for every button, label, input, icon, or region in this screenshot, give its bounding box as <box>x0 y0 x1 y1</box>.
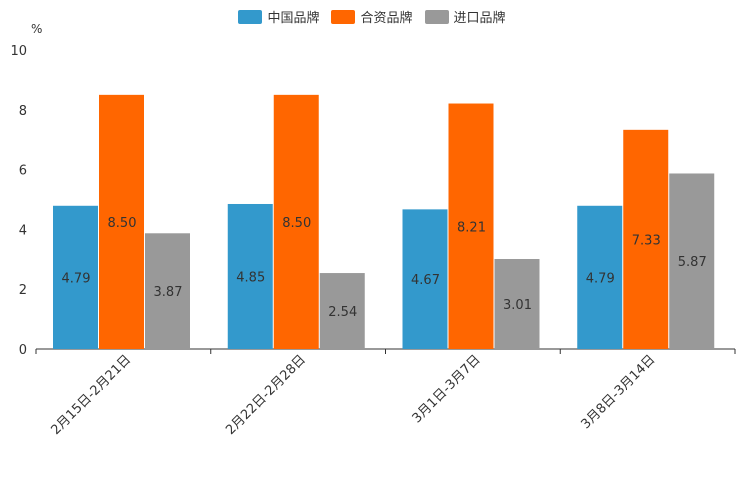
y-tick-label-3: 6 <box>19 164 27 179</box>
data-label-1-0: 8.50 <box>108 216 137 231</box>
legend-swatch-jv <box>331 9 356 24</box>
legend-item-jv[interactable]: 合资品牌 <box>331 7 413 26</box>
y-tick-label-1: 2 <box>19 283 27 298</box>
bar-0-0 <box>53 205 98 349</box>
data-label-2-0: 3.87 <box>154 285 183 300</box>
x-tick-labels: 2月15日-2月21日 2月22日-2月28日 3月1日-3月7日 3月8日-3月14… <box>48 352 658 438</box>
y-tick-label-0: 0 <box>19 343 27 358</box>
legend: 中国品牌 合资品牌 进口品牌 <box>0 7 744 26</box>
data-label-2-1: 2.54 <box>328 305 357 320</box>
legend-item-import[interactable]: 进口品牌 <box>424 7 506 26</box>
data-label-2-2: 3.01 <box>503 298 532 313</box>
legend-label-china: 中国品牌 <box>267 11 320 26</box>
y-unit-label: % <box>31 22 42 36</box>
bar-1-0 <box>99 94 144 349</box>
bar-2-2 <box>494 259 540 349</box>
legend-label-jv: 合资品牌 <box>360 11 413 26</box>
bar-0-2 <box>402 209 448 349</box>
bar-1-3 <box>623 129 669 349</box>
bar-1-2 <box>448 103 494 349</box>
bar-1-1 <box>273 94 319 349</box>
bars: 4.79 8.50 3.87 4.85 8.50 2.54 4.67 8.21 3.01 4.79… <box>53 94 715 349</box>
data-label-0-1: 4.85 <box>236 270 265 285</box>
data-label-0-3: 4.79 <box>586 271 615 286</box>
bar-0-3 <box>577 205 623 349</box>
bar-0-1 <box>227 203 273 349</box>
bar-2-1 <box>319 273 365 349</box>
bar-2-3 <box>669 173 715 349</box>
y-tick-label-4: 8 <box>19 104 27 119</box>
data-label-1-2: 8.21 <box>457 220 486 235</box>
x-tick-label-0: 2月15日-2月21日 <box>48 352 134 438</box>
x-tick-label-2: 3月1日-3月7日 <box>410 352 484 426</box>
data-label-1-3: 7.33 <box>632 233 661 248</box>
data-label-2-3: 5.87 <box>678 255 707 270</box>
legend-label-import: 进口品牌 <box>453 11 506 26</box>
bar-2-0 <box>145 233 190 349</box>
data-label-0-2: 4.67 <box>411 273 440 288</box>
x-tick-label-3: 3月8日-3月14日 <box>579 352 659 432</box>
y-tick-label-2: 4 <box>19 223 27 238</box>
data-label-1-1: 8.50 <box>282 216 311 231</box>
legend-item-china[interactable]: 中国品牌 <box>238 7 319 26</box>
legend-swatch-china <box>238 9 263 24</box>
data-label-0-0: 4.79 <box>62 271 91 286</box>
legend-swatch-import <box>424 9 449 24</box>
y-tick-label-5: 10 <box>10 44 27 59</box>
y-ticks: 0 2 4 6 8 10 <box>10 44 736 358</box>
x-tick-label-1: 2月22日-2月28日 <box>223 352 309 438</box>
